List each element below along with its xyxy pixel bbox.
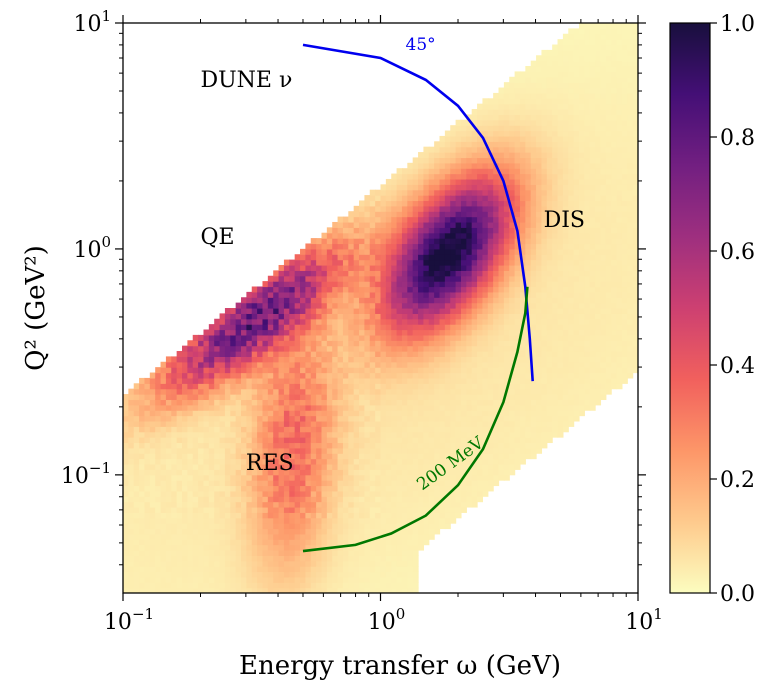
- annotation-qe: QE: [201, 225, 235, 250]
- y-tick-label-2: 101: [73, 7, 111, 37]
- y-axis-ticks: 10−1 100 101: [61, 7, 646, 566]
- x-axis-ticks: 10−1 100 101: [104, 15, 663, 635]
- curve-label-45-degree: 45°: [406, 35, 436, 55]
- colorbar-tick-label-2: 0.4: [720, 354, 755, 379]
- curve-45-degree: [302, 43, 534, 382]
- colorbar: [669, 22, 711, 594]
- heatmap-cells: [123, 23, 638, 593]
- x-tick-label-1: 100: [368, 605, 406, 635]
- colorbar-tick-label-4: 0.8: [720, 126, 755, 151]
- annotation-dune: DUNE ν: [201, 68, 293, 93]
- colorbar-ticks: 0.0 0.2 0.4 0.6 0.8 1.0: [710, 12, 755, 607]
- colorbar-tick-label-1: 0.2: [720, 468, 755, 493]
- x-tick-label-2: 101: [625, 605, 663, 635]
- y-tick-label-1: 100: [73, 233, 111, 263]
- annotation-dis: DIS: [544, 208, 585, 233]
- y-tick-label-0: 10−1: [61, 459, 111, 489]
- x-tick-label-0: 10−1: [104, 605, 154, 635]
- colorbar-tick-label-5: 1.0: [720, 12, 755, 37]
- curves: [302, 43, 534, 553]
- colorbar-tick-label-3: 0.6: [720, 240, 755, 265]
- curve-200-mev: [302, 286, 529, 553]
- annotation-res: RES: [246, 451, 294, 476]
- x-axis-label: Energy transfer ω (GeV): [239, 651, 561, 681]
- y-axis-label: Q² (GeV²): [21, 245, 51, 371]
- colorbar-tick-label-0: 0.0: [720, 582, 755, 607]
